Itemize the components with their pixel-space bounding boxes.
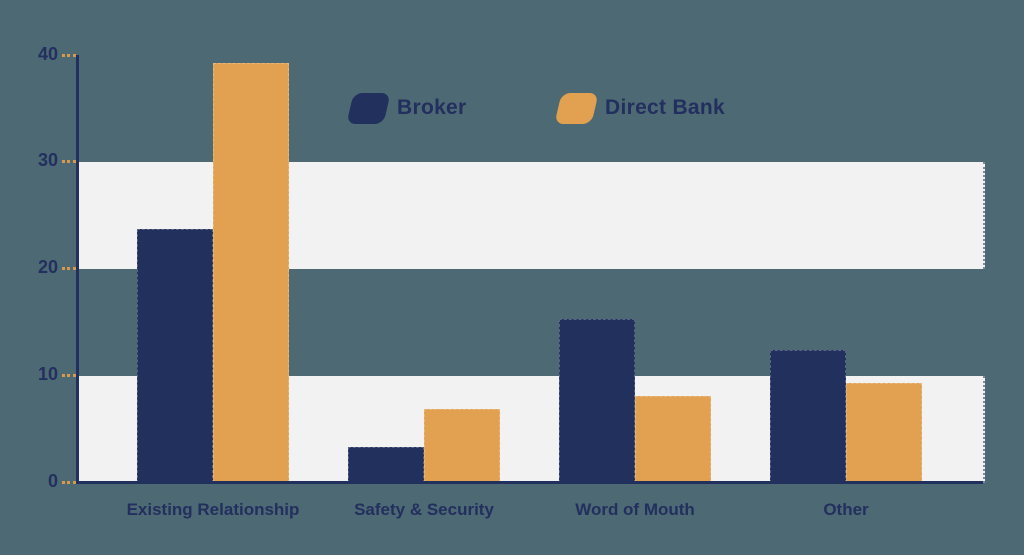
bar-broker-word-of-mouth [559,319,635,483]
x-axis-label-existing-relationship: Existing Relationship [126,500,300,519]
y-axis-tick-0 [62,481,76,484]
direct-bank-legend-label: Direct Bank [605,96,726,119]
bar-direct-bank-safety-security [424,409,500,483]
x-axis-label-other: Other [823,500,869,519]
x-axis-line [77,481,983,484]
bar-direct-bank-word-of-mouth [635,396,711,483]
legend-item-broker: Broker [346,90,467,126]
bar-broker-safety-security [348,446,424,483]
y-axis-tick-40 [62,53,76,57]
y-axis-tick-label-0: 0 [47,471,58,491]
bar-direct-bank-other [846,382,922,483]
y-axis-tick-label-30: 30 [37,150,58,171]
bar-broker-other [770,350,846,483]
x-axis-label-safety-security: Safety & Security [354,500,494,519]
y-axis-tick-20 [62,267,76,271]
y-axis-tick-10 [62,374,76,378]
bar-direct-bank-existing-relationship [213,62,289,483]
y-axis-tick-label-10: 10 [37,364,58,385]
bar-broker-existing-relationship [137,228,213,483]
broker-legend-swatch [346,92,391,124]
x-axis-label-word-of-mouth: Word of Mouth [575,500,695,519]
direct-bank-legend-swatch [554,92,599,124]
y-axis-tick-30 [62,160,76,164]
legend-item-direct-bank: Direct Bank [554,90,726,126]
y-axis-tick-label-40: 40 [37,43,58,64]
y-axis-line [76,55,79,484]
broker-legend-label: Broker [397,96,467,119]
y-axis-tick-label-20: 20 [37,257,58,278]
